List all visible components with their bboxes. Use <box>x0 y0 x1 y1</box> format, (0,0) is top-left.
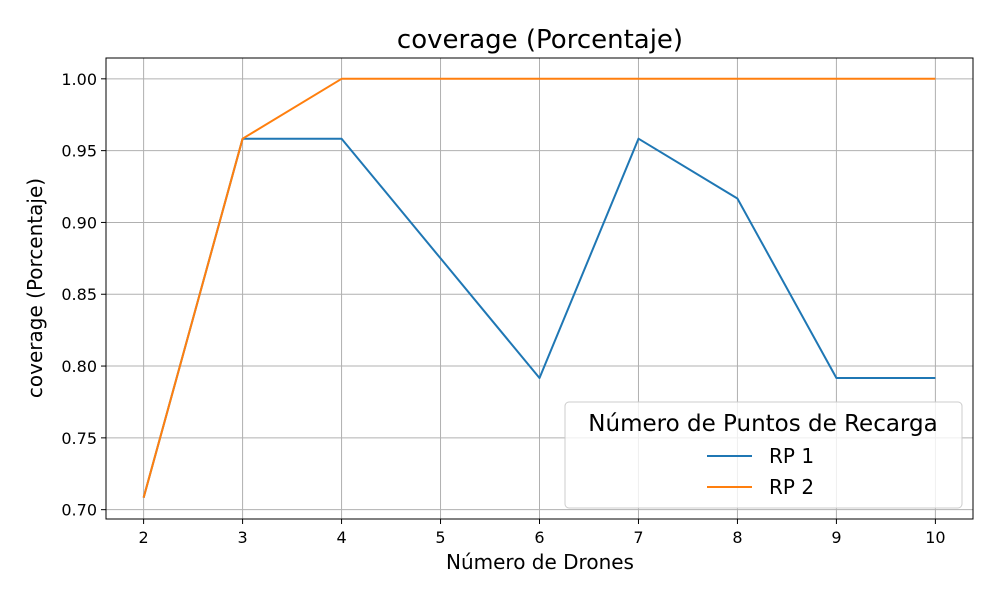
y-axis-ticks: 0.70 0.75 0.80 0.85 0.90 0.95 1.00 <box>61 70 106 520</box>
legend: Número de Puntos de Recarga RP 1 RP 2 <box>564 401 963 509</box>
y-tick-label: 0.70 <box>61 501 97 520</box>
series-lines <box>142 77 936 498</box>
y-axis-label: coverage (Porcentaje) <box>23 178 47 398</box>
x-tick-label: 4 <box>336 528 346 547</box>
x-tick-label: 5 <box>435 528 445 547</box>
y-tick-label: 1.00 <box>61 70 97 89</box>
x-tick-label: 3 <box>237 528 247 547</box>
x-tick-label: 7 <box>633 528 643 547</box>
x-tick-label: 9 <box>831 528 841 547</box>
y-tick-label: 0.85 <box>61 285 97 304</box>
chart-title: coverage (Porcentaje) <box>397 25 683 55</box>
legend-title: Número de Puntos de Recarga <box>588 411 937 437</box>
series-line-rp1 <box>142 137 936 498</box>
x-tick-label: 10 <box>925 528 945 547</box>
plot-frame <box>105 57 974 520</box>
x-tick-label: 6 <box>534 528 544 547</box>
x-axis-label: Número de Drones <box>446 550 634 574</box>
legend-label-rp1: RP 1 <box>769 444 814 468</box>
y-tick-label: 0.75 <box>61 429 97 448</box>
legend-box <box>564 401 963 509</box>
y-tick-label: 0.80 <box>61 357 97 376</box>
x-axis-ticks: 2 3 4 5 6 7 8 9 10 <box>139 519 946 547</box>
legend-label-rp2: RP 2 <box>769 475 814 499</box>
x-tick-label: 8 <box>732 528 742 547</box>
x-tick-label: 2 <box>139 528 149 547</box>
series-line-rp2 <box>142 77 936 498</box>
y-tick-label: 0.95 <box>61 142 97 161</box>
y-tick-label: 0.90 <box>61 213 97 232</box>
